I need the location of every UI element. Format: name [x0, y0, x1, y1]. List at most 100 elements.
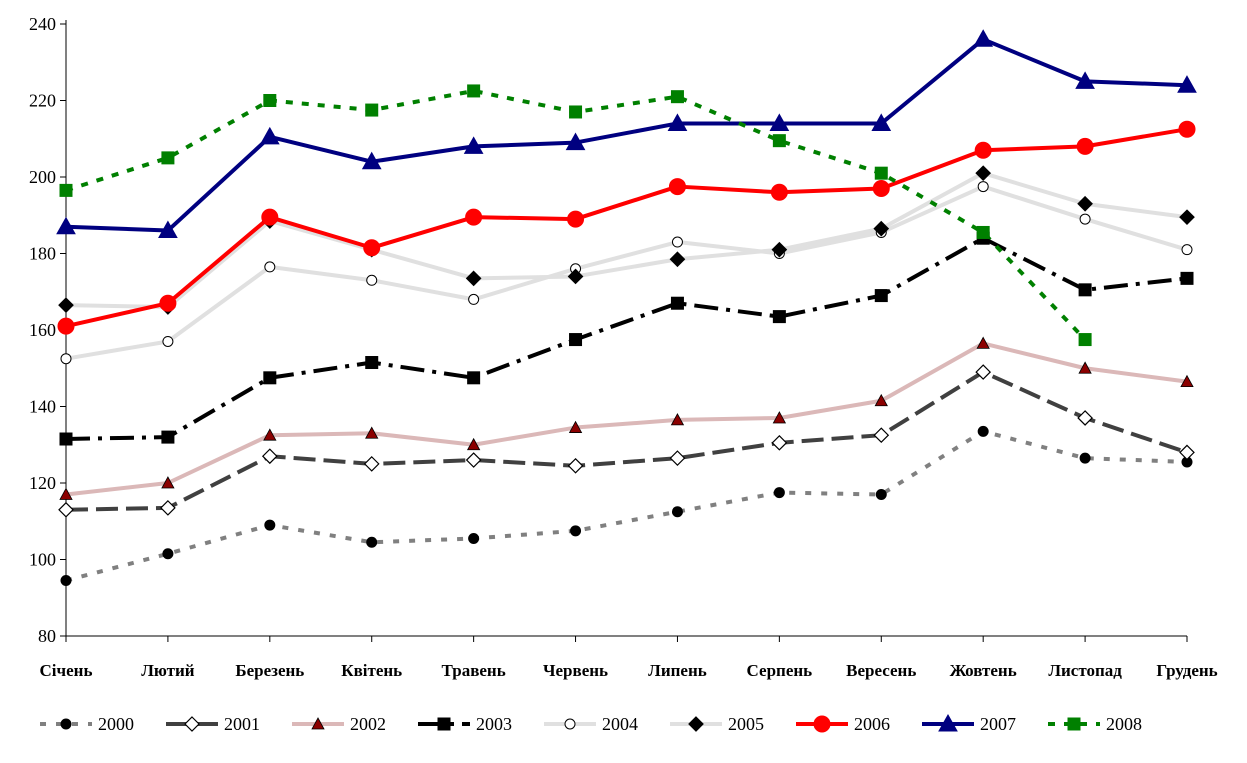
x-tick-label: Червень — [543, 661, 608, 680]
legend-item-2004: 2004 — [544, 714, 638, 734]
legend-label: 2002 — [350, 714, 386, 734]
x-tick-label: Лютий — [141, 661, 195, 680]
data-point-2007 — [973, 29, 994, 47]
data-point-2004 — [671, 236, 683, 248]
legend-item-2008: 2008 — [1048, 714, 1142, 734]
x-tick-label: Березень — [235, 661, 304, 680]
legend-marker-swatch — [60, 718, 72, 730]
data-point-2007 — [667, 113, 688, 131]
data-point-2003 — [1180, 271, 1194, 285]
data-point-2007 — [158, 220, 178, 239]
data-point-2008 — [670, 90, 684, 104]
series-line-2006 — [65, 127, 1188, 329]
legend-label: 2006 — [854, 714, 890, 734]
data-point-2000 — [570, 525, 582, 537]
data-point-2003 — [467, 371, 481, 385]
data-point-2006 — [363, 239, 381, 257]
data-point-2000 — [977, 425, 989, 437]
data-point-2005 — [975, 165, 992, 182]
chart-axes: 80 100 120 140 160 180 200 220 240 Січень Лютий Бер… — [29, 14, 1218, 680]
data-point-2007 — [1177, 75, 1197, 93]
data-point-2004 — [60, 353, 72, 365]
series-line-2005 — [65, 171, 1188, 310]
data-point-2001 — [261, 448, 278, 465]
x-tick-label: Жовтень — [950, 661, 1017, 680]
data-point-2003 — [59, 432, 73, 446]
data-point-2002 — [59, 487, 73, 500]
data-point-2000 — [671, 506, 683, 518]
series-line-2001 — [65, 370, 1188, 512]
data-point-2003 — [161, 430, 175, 444]
data-point-2002 — [1078, 361, 1092, 374]
data-point-2001 — [363, 456, 380, 472]
legend-marker-swatch — [564, 718, 576, 730]
x-tick-label: Липень — [648, 661, 707, 680]
legend-marker-swatch — [813, 715, 831, 733]
data-point-2008 — [1078, 333, 1092, 347]
legend-label: 2004 — [602, 714, 638, 734]
legend-marker-swatch — [311, 717, 325, 730]
legend-label: 2003 — [476, 714, 512, 734]
data-point-2003 — [772, 310, 786, 324]
data-point-2001 — [873, 427, 890, 444]
data-point-2008 — [59, 183, 73, 197]
y-tick-label: 160 — [29, 320, 56, 340]
data-point-2004 — [1079, 213, 1091, 225]
series-line-2007 — [65, 37, 1188, 233]
data-point-2008 — [976, 225, 990, 239]
data-point-2001 — [975, 364, 992, 380]
chart-legend: 2000 2001 2002 2003 2004 2005 2006 2007 2008 — [40, 713, 1142, 734]
x-tick-label: Серпень — [747, 661, 813, 680]
data-point-2001 — [771, 434, 788, 451]
legend-marker-swatch — [938, 713, 958, 732]
legend-item-2001: 2001 — [166, 714, 260, 734]
y-tick-label: 240 — [29, 14, 56, 34]
data-point-2006 — [1076, 137, 1094, 155]
data-point-2001 — [58, 501, 74, 518]
legend-marker-swatch — [1067, 717, 1081, 731]
x-tick-label: Вересень — [846, 661, 916, 680]
data-point-2000 — [468, 532, 480, 544]
data-point-2003 — [569, 333, 583, 347]
data-point-2001 — [465, 452, 482, 468]
data-point-2004 — [162, 335, 174, 347]
legend-item-2003: 2003 — [418, 714, 512, 734]
data-point-2001 — [567, 457, 584, 474]
data-point-2005 — [771, 241, 788, 258]
data-point-2001 — [669, 450, 686, 466]
data-point-2004 — [977, 181, 989, 193]
data-point-2001 — [160, 500, 176, 516]
data-point-2004 — [264, 261, 276, 273]
data-point-2002 — [466, 437, 481, 451]
series-markers — [56, 29, 1197, 587]
legend-marker-swatch — [688, 716, 704, 732]
series-line-2000 — [65, 429, 1188, 583]
y-tick-label: 180 — [29, 244, 56, 264]
series-line-2003 — [65, 236, 1188, 442]
y-tick-label: 80 — [38, 626, 56, 646]
data-point-2006 — [1178, 120, 1196, 138]
x-tick-label: Листопад — [1048, 661, 1122, 680]
data-point-2000 — [264, 519, 276, 531]
series-lines — [65, 37, 1188, 583]
legend-label: 2007 — [980, 714, 1016, 734]
data-point-2006 — [872, 179, 890, 197]
data-point-2002 — [1180, 374, 1194, 388]
data-point-2001 — [1077, 410, 1093, 426]
data-point-2000 — [162, 548, 174, 560]
data-point-2007 — [361, 151, 382, 170]
legend-marker-swatch — [437, 717, 451, 731]
data-point-2008 — [365, 103, 379, 117]
data-point-2002 — [568, 420, 583, 433]
data-point-2001 — [1179, 444, 1195, 461]
data-point-2007 — [565, 132, 586, 151]
data-point-2002 — [976, 336, 990, 349]
y-tick-label: 100 — [29, 550, 56, 570]
data-point-2002 — [161, 476, 175, 489]
data-point-2002 — [874, 393, 888, 407]
y-tick-label: 200 — [29, 167, 56, 187]
legend-label: 2001 — [224, 714, 260, 734]
x-tick-label: Січень — [40, 661, 93, 680]
y-tick-label: 220 — [29, 91, 56, 111]
y-tick-label: 140 — [29, 397, 56, 417]
